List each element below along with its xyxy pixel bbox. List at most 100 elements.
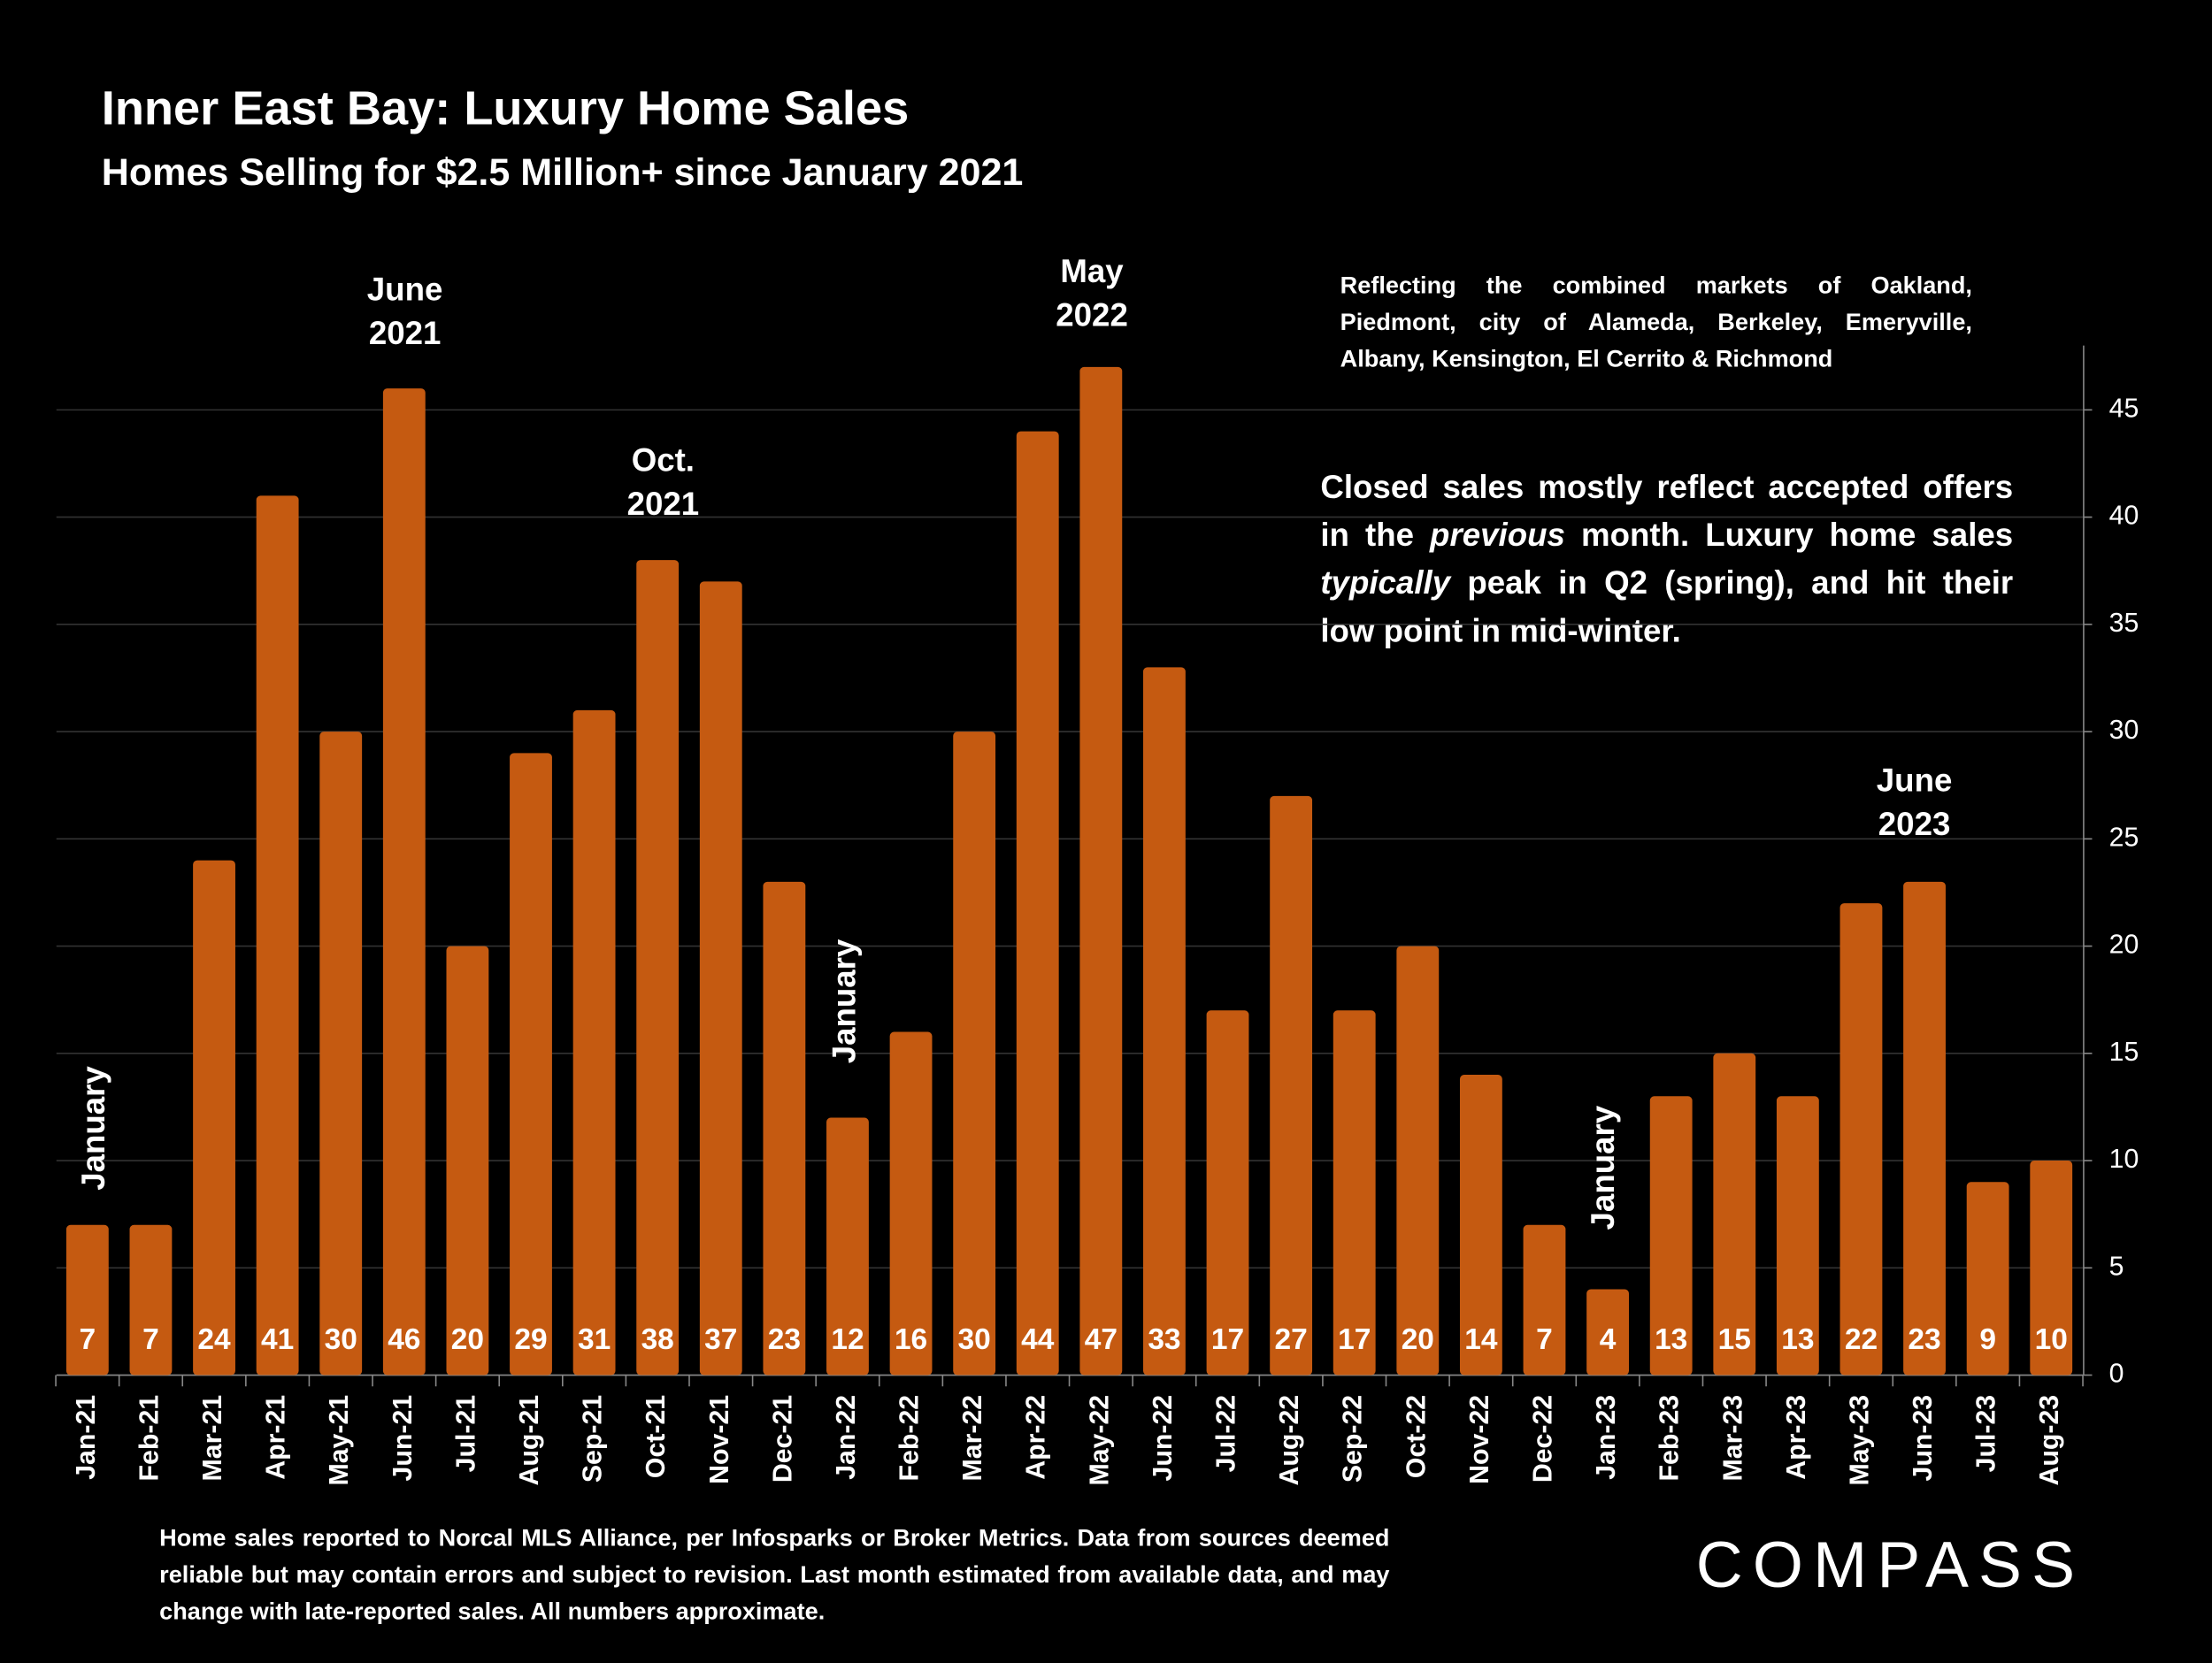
bar: [636, 560, 680, 1376]
bar: [510, 753, 552, 1376]
bar: [129, 1224, 173, 1376]
x-tick-label: May-21: [325, 1395, 354, 1486]
x-tick-label: Aug-22: [1275, 1395, 1304, 1486]
x-tick-label: Oct-21: [641, 1395, 671, 1478]
value-label: 16: [895, 1323, 927, 1356]
x-tick-label: Jan-21: [72, 1395, 101, 1480]
y-tick-label: 0: [2109, 1360, 2124, 1389]
bar: [1333, 1010, 1376, 1376]
annotation: 2023: [1878, 806, 1951, 842]
x-tick-label: May-22: [1085, 1395, 1114, 1486]
x-tick-label: Apr-22: [1022, 1395, 1051, 1480]
x-tick-label: Sep-22: [1339, 1395, 1368, 1483]
value-label: 12: [831, 1323, 864, 1356]
bar: [889, 1031, 933, 1376]
value-label: 9: [1979, 1323, 1996, 1356]
x-tick-label: Jul-22: [1212, 1395, 1241, 1473]
x-tick-label: Jul-23: [1972, 1395, 2001, 1473]
value-label: 44: [1021, 1323, 1055, 1356]
source-box: Home sales reported to Norcal MLS Allian…: [159, 1524, 1390, 1625]
note-part: typically: [1320, 563, 1451, 602]
value-label: 17: [1338, 1323, 1371, 1356]
annotation: 2021: [627, 486, 700, 522]
x-tick-label: Nov-21: [705, 1395, 734, 1484]
value-label: 30: [958, 1323, 991, 1356]
x-tick-label: Mar-23: [1718, 1395, 1747, 1482]
value-label: 15: [1718, 1323, 1751, 1356]
x-tick-label: Dec-22: [1528, 1395, 1557, 1483]
value-label: 10: [2035, 1323, 2068, 1356]
bar: [2030, 1161, 2073, 1376]
value-label: 14: [1464, 1323, 1498, 1356]
value-label: 38: [641, 1323, 674, 1356]
bar: [1586, 1289, 1630, 1376]
value-label: 20: [451, 1323, 484, 1356]
value-label: 7: [1536, 1323, 1553, 1356]
annotation: January: [75, 1066, 111, 1191]
bar: [1016, 431, 1059, 1376]
y-tick-label: 30: [2109, 716, 2139, 745]
value-label: 41: [261, 1323, 294, 1356]
scope-note-box: Reflecting the combined markets of Oakla…: [1340, 272, 1972, 372]
bar: [1649, 1096, 1693, 1376]
logo: COMPASS: [1696, 1529, 2085, 1601]
y-tick-label: 25: [2109, 823, 2139, 852]
x-tick-label: Jan-22: [832, 1395, 861, 1480]
x-tick-label: Jul-21: [451, 1395, 480, 1473]
annotation: June: [1877, 763, 1953, 799]
value-label: 31: [578, 1323, 611, 1356]
value-label: 47: [1085, 1323, 1118, 1356]
value-label: 22: [1845, 1323, 1878, 1356]
y-tick-label: 45: [2109, 394, 2139, 423]
value-label: 20: [1402, 1323, 1434, 1356]
bar: [446, 946, 489, 1376]
annotation: May: [1060, 253, 1124, 289]
x-tick-label: Oct-22: [1402, 1395, 1431, 1478]
bar: [1966, 1182, 2009, 1376]
annotation: Oct.: [632, 442, 695, 479]
scope-note: Reflecting the combined markets of Oakla…: [1340, 272, 1972, 372]
chart-title: Inner East Bay: Luxury Home Sales: [102, 81, 909, 134]
value-label: 4: [1600, 1323, 1617, 1356]
x-tick-label: Aug-23: [2035, 1395, 2064, 1486]
value-label: 27: [1275, 1323, 1308, 1356]
bar: [1206, 1010, 1249, 1376]
value-label: 7: [142, 1323, 159, 1356]
source-note: Home sales reported to Norcal MLS Allian…: [159, 1524, 1390, 1625]
value-label: 33: [1148, 1323, 1180, 1356]
bar: [1459, 1075, 1502, 1376]
bar: [256, 495, 299, 1376]
bar: [1903, 881, 1946, 1376]
bar: [953, 732, 996, 1376]
chart-subtitle: Homes Selling for $2.5 Million+ since Ja…: [102, 151, 1024, 194]
bar: [1396, 946, 1440, 1376]
y-tick-label: 40: [2109, 502, 2139, 531]
x-tick-label: Apr-23: [1782, 1395, 1811, 1480]
x-tick-label: Feb-21: [134, 1395, 164, 1482]
annotation: January: [1585, 1105, 1621, 1230]
x-tick-label: Jun-21: [388, 1395, 418, 1482]
bar: [1270, 795, 1313, 1376]
x-tick-label: Aug-21: [515, 1395, 544, 1486]
x-tick-label: Mar-21: [198, 1395, 227, 1482]
value-label: 13: [1781, 1323, 1814, 1356]
x-tick-label: Mar-22: [958, 1395, 987, 1482]
y-tick-label: 15: [2109, 1038, 2139, 1067]
note-box: Closed sales mostly reflect accepted off…: [1320, 468, 2013, 648]
bar: [319, 732, 363, 1376]
bar: [572, 709, 616, 1376]
x-tick-label: Jan-23: [1592, 1395, 1621, 1480]
value-label: 17: [1211, 1323, 1244, 1356]
x-tick-label: Dec-21: [768, 1395, 797, 1483]
bar: [65, 1224, 109, 1376]
value-label: 37: [704, 1323, 737, 1356]
x-tick-label: Sep-21: [579, 1395, 608, 1483]
y-tick-label: 35: [2109, 609, 2139, 638]
bar: [1079, 366, 1123, 1376]
note-part: previous: [1430, 516, 1565, 553]
y-tick-label: 10: [2109, 1145, 2139, 1174]
value-label: 23: [1908, 1323, 1940, 1356]
annotation: June: [367, 272, 443, 308]
